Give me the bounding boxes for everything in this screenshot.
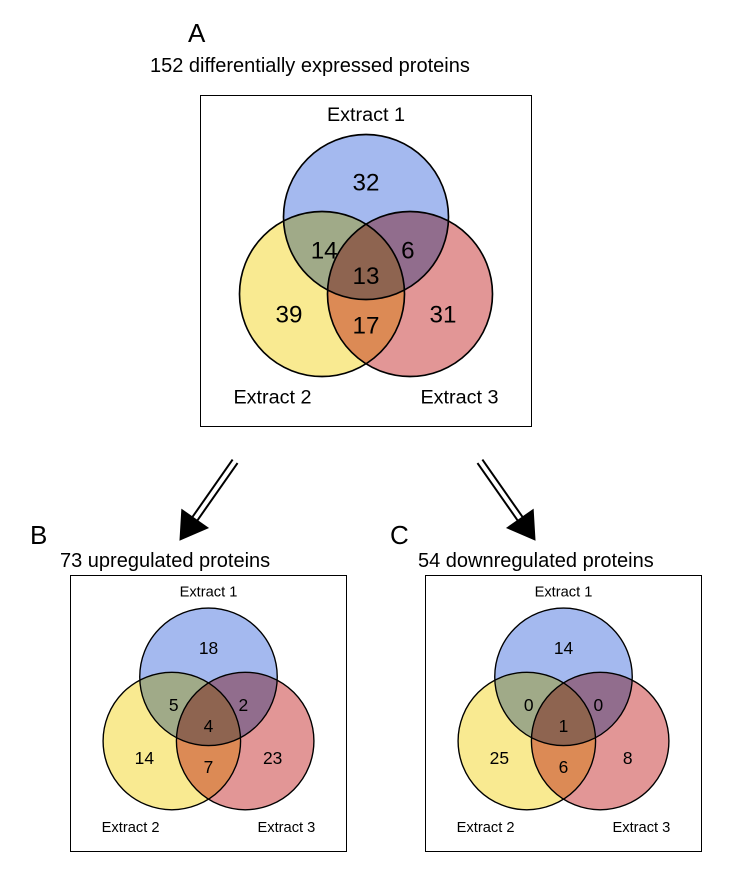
venn-value-int12: 0: [524, 695, 534, 715]
venn-value-only3: 23: [263, 748, 282, 768]
figure-page: A 152 differentially expressed proteins …: [0, 0, 747, 874]
venn-circle-3: [531, 672, 669, 810]
venn-value-only2: 39: [276, 301, 303, 328]
venn-value-only1: 18: [199, 638, 218, 658]
venn-value-int123: 13: [353, 263, 380, 290]
venn-value-only1: 32: [353, 169, 380, 196]
arrow-icon: [135, 425, 295, 555]
venn-value-int13: 2: [238, 695, 248, 715]
venn-svg: 14 25 8 0 0 6 1 Extract 1 Extract 2 Extr…: [426, 576, 701, 851]
venn-value-int12: 5: [169, 695, 179, 715]
venn-circle-3: [176, 672, 314, 810]
venn-value-only3: 8: [623, 748, 633, 768]
venn-value-int13: 0: [593, 695, 603, 715]
venn-value-int13: 6: [401, 238, 414, 265]
panel-b-venn-box: 18 14 23 5 2 7 4 Extract 1 Extract 2 Ext…: [70, 575, 347, 852]
panel-c-title: 54 downregulated proteins: [418, 550, 654, 573]
venn-label-2: Extract 2: [233, 387, 311, 409]
venn-label-3: Extract 3: [612, 820, 670, 836]
venn-value-int23: 17: [353, 312, 380, 339]
panel-a-letter: A: [188, 18, 205, 49]
venn-value-int12: 14: [311, 238, 338, 265]
venn-label-2: Extract 2: [102, 820, 160, 836]
venn-circle-3: [328, 212, 493, 377]
venn-value-only2: 14: [135, 748, 155, 768]
venn-label-3: Extract 3: [420, 387, 498, 409]
arrow-icon: [420, 425, 580, 555]
venn-value-only3: 31: [430, 301, 457, 328]
venn-label-1: Extract 1: [535, 584, 593, 600]
panel-c-venn-box: 14 25 8 0 0 6 1 Extract 1 Extract 2 Extr…: [425, 575, 702, 852]
panel-a-title: 152 differentially expressed proteins: [150, 55, 470, 78]
venn-value-only1: 14: [554, 638, 574, 658]
venn-label-1: Extract 1: [180, 584, 238, 600]
venn-label-1: Extract 1: [327, 104, 405, 126]
venn-svg: 32 39 31 14 6 17 13 Extract 1 Extract 2 …: [201, 96, 531, 426]
venn-svg: 18 14 23 5 2 7 4 Extract 1 Extract 2 Ext…: [71, 576, 346, 851]
venn-value-int23: 7: [204, 757, 214, 777]
venn-value-int123: 1: [559, 716, 569, 736]
venn-label-3: Extract 3: [257, 820, 315, 836]
panel-c-letter: C: [390, 520, 409, 551]
panel-b-letter: B: [30, 520, 47, 551]
venn-value-int123: 4: [204, 716, 214, 736]
venn-value-int23: 6: [559, 757, 569, 777]
venn-label-2: Extract 2: [457, 820, 515, 836]
panel-a-venn-box: 32 39 31 14 6 17 13 Extract 1 Extract 2 …: [200, 95, 532, 427]
venn-value-only2: 25: [490, 748, 509, 768]
panel-b-title: 73 upregulated proteins: [60, 550, 270, 573]
